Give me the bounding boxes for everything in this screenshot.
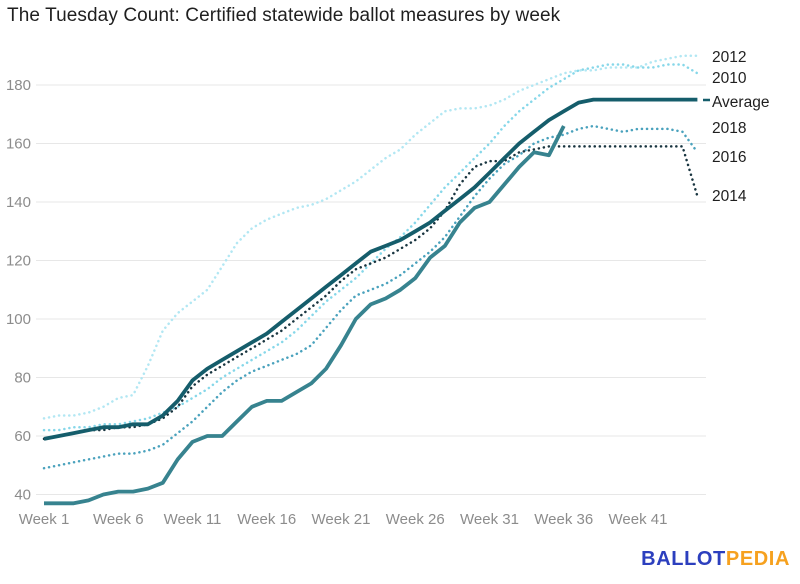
series-label-2010: 2010 [712, 70, 747, 87]
y-axis-label-60: 60 [14, 428, 31, 445]
series-line-average [43, 97, 698, 441]
series-label-2018: 2018 [712, 120, 746, 137]
ballotpedia-logo: BALLOTPEDIA [641, 548, 790, 571]
y-axis-label-120: 120 [6, 253, 31, 270]
series-label-2012: 2012 [712, 49, 746, 66]
x-axis-label-week-11: Week 11 [164, 511, 222, 528]
y-axis-label-140: 140 [6, 194, 31, 211]
series-label-2014: 2014 [712, 188, 747, 205]
x-axis-label-week-36: Week 36 [534, 511, 593, 528]
x-axis-label-week-1: Week 1 [19, 511, 70, 528]
x-axis-label-week-26: Week 26 [386, 511, 445, 528]
x-axis-label-week-41: Week 41 [609, 511, 668, 528]
x-axis-label-week-6: Week 6 [93, 511, 144, 528]
series-line-2012 [42, 54, 699, 420]
series-label-average: Average [712, 94, 769, 111]
logo-ballot-text: BALLOT [641, 548, 726, 570]
chart-title: The Tuesday Count: Certified statewide b… [7, 5, 561, 26]
x-axis-label-week-31: Week 31 [460, 511, 519, 528]
y-axis-label-180: 180 [6, 77, 31, 94]
series-line-2018 [44, 125, 566, 506]
series-line-2016 [42, 124, 699, 470]
series-line-2010 [42, 63, 699, 432]
y-axis-label-160: 160 [6, 136, 31, 153]
series-label-2016: 2016 [712, 149, 746, 166]
y-axis-label-100: 100 [6, 311, 31, 328]
x-axis-label-week-21: Week 21 [312, 511, 371, 528]
logo-pedia-text: PEDIA [725, 548, 790, 570]
x-axis-label-week-16: Week 16 [237, 511, 296, 528]
y-axis-label-40: 40 [14, 487, 31, 504]
series-line-2014 [42, 145, 699, 441]
y-axis-label-80: 80 [14, 370, 31, 387]
